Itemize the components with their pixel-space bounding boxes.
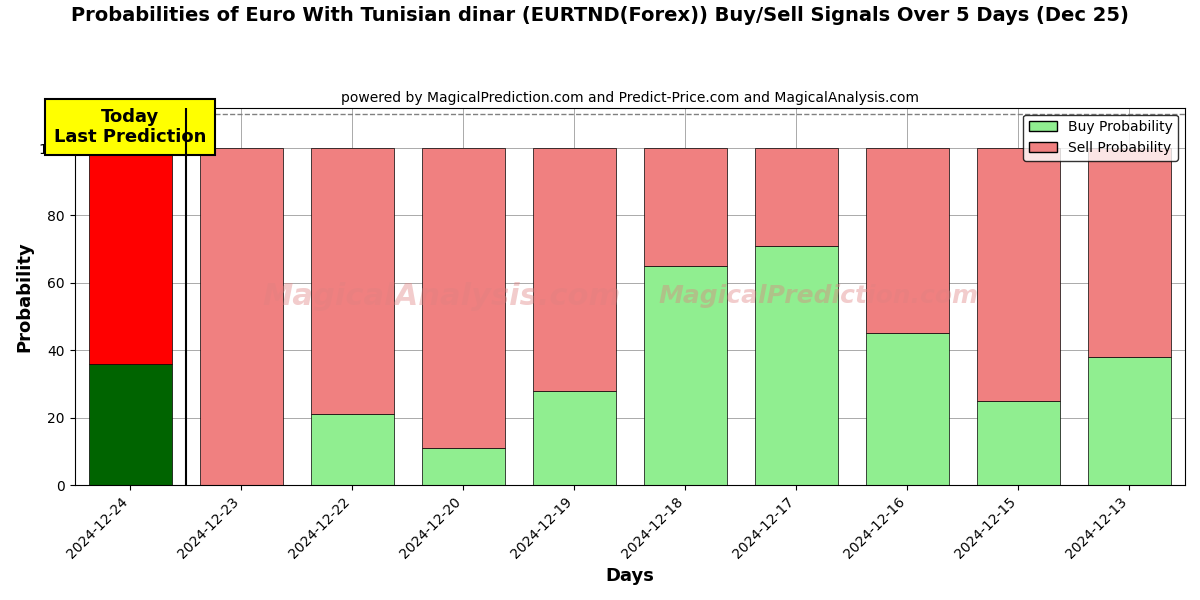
Bar (977, 148, 1060, 401)
Bar (311, 148, 394, 415)
Bar (199, 148, 283, 485)
Legend: Buy Probability, Sell Probability: Buy Probability, Sell Probability (1024, 115, 1178, 161)
Bar (421, 148, 505, 448)
Bar (1088, 148, 1171, 357)
Bar (421, 448, 505, 485)
Bar (89, 364, 172, 485)
Text: Probabilities of Euro With Tunisian dinar (EURTND(Forex)) Buy/Sell Signals Over : Probabilities of Euro With Tunisian dina… (71, 6, 1129, 25)
Bar (533, 391, 616, 485)
Bar (865, 334, 949, 485)
Text: MagicalAnalysis.com: MagicalAnalysis.com (262, 282, 620, 311)
Bar (755, 148, 838, 246)
Bar (311, 415, 394, 485)
X-axis label: Days: Days (605, 567, 654, 585)
Text: MagicalPrediction.com: MagicalPrediction.com (659, 284, 978, 308)
Bar (89, 148, 172, 364)
Bar (643, 148, 727, 266)
Bar (643, 266, 727, 485)
Bar (533, 148, 616, 391)
Bar (1088, 357, 1171, 485)
Y-axis label: Probability: Probability (16, 241, 34, 352)
Bar (755, 246, 838, 485)
Bar (865, 148, 949, 334)
Bar (977, 401, 1060, 485)
Title: powered by MagicalPrediction.com and Predict-Price.com and MagicalAnalysis.com: powered by MagicalPrediction.com and Pre… (341, 91, 919, 105)
Text: Today
Last Prediction: Today Last Prediction (54, 107, 206, 146)
